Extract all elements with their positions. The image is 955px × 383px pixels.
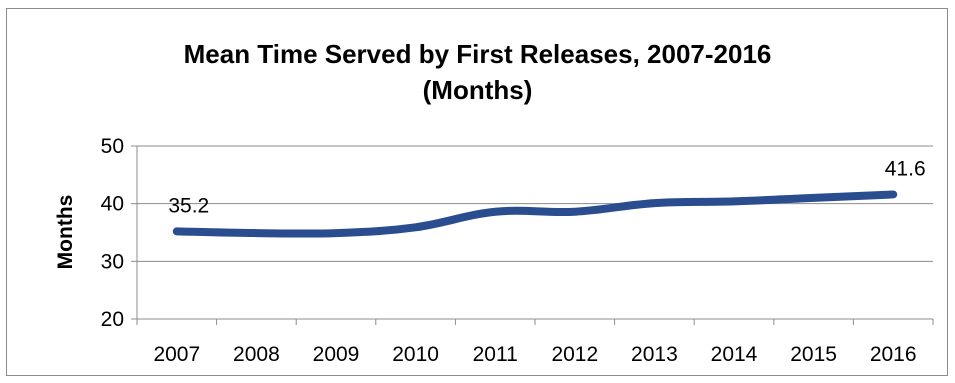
x-tick-label-2009: 2009 xyxy=(313,343,360,366)
x-tick-label-2008: 2008 xyxy=(233,343,280,366)
y-tick-label: 20 xyxy=(101,308,124,331)
x-tick-label-2011: 2011 xyxy=(473,343,518,366)
chart-title-line-2: (Months) xyxy=(422,75,533,105)
series-line-0 xyxy=(172,190,898,238)
labels: 35.2 41.6 xyxy=(168,157,925,217)
x-tick-label-2007: 2007 xyxy=(153,343,200,366)
chart-title: Mean Time Served by First Releases, 2007… xyxy=(0,36,955,108)
chart-title-line-1: Mean Time Served by First Releases, 2007… xyxy=(183,39,772,69)
x-tick-label-2010: 2010 xyxy=(392,343,439,366)
x-tick-label-2015: 2015 xyxy=(790,343,837,366)
y-tick-label: 40 xyxy=(101,193,124,216)
axes: 20 30 40 50 2007 2008 2009 2010 2011 2012 2013 2014… xyxy=(101,135,934,366)
chart-frame xyxy=(6,8,948,376)
x-tick-label-2014: 2014 xyxy=(711,343,758,366)
data-label-2016: 41.6 xyxy=(885,157,926,180)
y-axis-title: Months xyxy=(54,195,77,270)
y-tick-label: 30 xyxy=(101,250,124,273)
gridlines xyxy=(137,145,933,262)
x-tick-label-2012: 2012 xyxy=(551,343,598,366)
series xyxy=(172,190,898,238)
y-tick-label: 50 xyxy=(101,135,124,158)
x-tick-label-2016: 2016 xyxy=(870,343,917,366)
data-label-2007: 35.2 xyxy=(168,194,209,217)
x-tick-label-2013: 2013 xyxy=(631,343,678,366)
